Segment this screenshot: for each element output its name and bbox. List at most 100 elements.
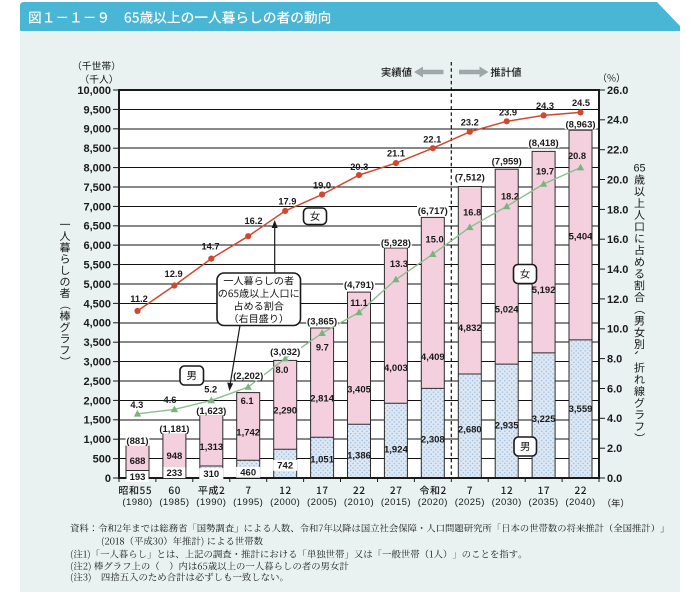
svg-text:8.0: 8.0 [276, 365, 289, 375]
svg-text:4.3: 4.3 [130, 400, 143, 410]
svg-text:(881): (881) [126, 436, 148, 447]
svg-text:(2005): (2005) [307, 497, 337, 508]
svg-text:(1,181): (1,181) [159, 424, 189, 435]
svg-text:17.9: 17.9 [278, 196, 296, 206]
svg-text:20.8: 20.8 [568, 151, 586, 161]
svg-text:12.0: 12.0 [607, 294, 628, 306]
svg-text:24.5: 24.5 [572, 98, 590, 108]
svg-text:2,290: 2,290 [273, 405, 297, 416]
svg-text:8,000: 8,000 [83, 163, 111, 175]
svg-text:(2040): (2040) [565, 497, 595, 508]
svg-text:14.0: 14.0 [607, 264, 628, 276]
svg-text:22.0: 22.0 [607, 145, 628, 157]
svg-text:4,000: 4,000 [83, 318, 111, 330]
svg-text:1,051: 1,051 [310, 455, 334, 466]
svg-text:(2025): (2025) [455, 497, 485, 508]
svg-text:18.0: 18.0 [607, 204, 628, 216]
svg-text:2,814: 2,814 [310, 393, 334, 404]
svg-text:5.2: 5.2 [204, 385, 217, 395]
svg-text:1,500: 1,500 [83, 415, 111, 427]
svg-text:(2,202): (2,202) [233, 371, 263, 382]
svg-text:65: 65 [633, 162, 645, 174]
svg-text:3,405: 3,405 [347, 384, 371, 395]
svg-text:(8,963): (8,963) [565, 120, 595, 131]
svg-text:(3,032): (3,032) [270, 347, 300, 358]
svg-text:13.3: 13.3 [390, 259, 408, 269]
svg-text:(7,959): (7,959) [492, 157, 522, 168]
svg-text:3,000: 3,000 [83, 357, 111, 369]
svg-text:16.0: 16.0 [607, 234, 628, 246]
svg-text:3,559: 3,559 [569, 404, 593, 415]
svg-text:11.1: 11.1 [350, 298, 368, 308]
svg-text:(2015): (2015) [381, 497, 411, 508]
svg-text:20.3: 20.3 [350, 162, 368, 172]
svg-text:4,409: 4,409 [421, 352, 445, 363]
svg-text:2,935: 2,935 [495, 420, 519, 431]
svg-text:9,500: 9,500 [83, 104, 111, 116]
svg-text:20.0: 20.0 [607, 174, 628, 186]
svg-text:5,192: 5,192 [532, 285, 556, 296]
svg-text:9,000: 9,000 [83, 124, 111, 136]
svg-text:(3,865): (3,865) [307, 317, 337, 328]
svg-text:6,500: 6,500 [83, 221, 111, 233]
svg-text:10.0: 10.0 [607, 324, 628, 336]
svg-text:2,000: 2,000 [83, 395, 111, 407]
svg-text:5,500: 5,500 [83, 260, 111, 272]
svg-text:(2020): (2020) [418, 497, 448, 508]
svg-text:6.1: 6.1 [241, 396, 254, 406]
svg-text:19.7: 19.7 [536, 167, 554, 177]
svg-text:4,003: 4,003 [384, 363, 408, 374]
svg-text:5,024: 5,024 [495, 305, 519, 316]
svg-text:22.1: 22.1 [423, 134, 441, 144]
svg-text:7,000: 7,000 [83, 201, 111, 213]
svg-text:8.0: 8.0 [607, 354, 622, 366]
svg-text:2,308: 2,308 [421, 434, 445, 445]
svg-text:15.0: 15.0 [426, 234, 444, 244]
svg-text:16.8: 16.8 [463, 207, 481, 217]
svg-text:9.7: 9.7 [316, 342, 329, 352]
svg-text:24.3: 24.3 [536, 101, 554, 111]
svg-text:0.0: 0.0 [607, 473, 622, 485]
svg-text:1,742: 1,742 [236, 428, 260, 439]
svg-text:(1995): (1995) [233, 497, 263, 508]
svg-text:2,680: 2,680 [458, 424, 482, 435]
svg-text:1,313: 1,313 [199, 442, 223, 453]
svg-text:460: 460 [240, 468, 256, 479]
svg-text:24.0: 24.0 [607, 115, 628, 127]
svg-text:0: 0 [105, 473, 111, 485]
svg-text:16.2: 16.2 [244, 216, 262, 226]
svg-text:(1985): (1985) [159, 497, 189, 508]
svg-text:1,924: 1,924 [384, 444, 408, 455]
svg-text:6,000: 6,000 [83, 240, 111, 252]
svg-text:10,000: 10,000 [77, 85, 111, 97]
svg-text:14.7: 14.7 [201, 241, 219, 251]
svg-text:19.0: 19.0 [313, 181, 331, 191]
svg-text:742: 742 [277, 461, 293, 472]
svg-text:688: 688 [130, 456, 146, 467]
svg-text:2,500: 2,500 [83, 376, 111, 388]
svg-text:(2035): (2035) [529, 497, 559, 508]
svg-text:4,832: 4,832 [458, 323, 482, 334]
svg-text:11.2: 11.2 [130, 294, 148, 304]
svg-text:1,386: 1,386 [347, 450, 371, 461]
svg-text:12.9: 12.9 [165, 269, 183, 279]
svg-text:3,500: 3,500 [83, 337, 111, 349]
svg-text:4,500: 4,500 [83, 298, 111, 310]
svg-text:(1980): (1980) [122, 497, 152, 508]
svg-text:(1,623): (1,623) [196, 406, 226, 417]
svg-text:5,000: 5,000 [83, 279, 111, 291]
svg-text:5,404: 5,404 [569, 232, 593, 243]
svg-text:(2010): (2010) [344, 497, 374, 508]
svg-text:(1990): (1990) [196, 497, 226, 508]
svg-text:310: 310 [203, 469, 219, 480]
svg-text:4.0: 4.0 [607, 413, 622, 425]
svg-text:1,000: 1,000 [83, 434, 111, 446]
svg-text:2.0: 2.0 [607, 443, 622, 455]
svg-text:233: 233 [166, 468, 182, 479]
svg-text:(5,928): (5,928) [381, 238, 411, 249]
svg-text:23.2: 23.2 [461, 118, 479, 128]
svg-text:3,225: 3,225 [532, 414, 556, 425]
svg-text:8,500: 8,500 [83, 143, 111, 155]
svg-text:(7,512): (7,512) [455, 173, 485, 184]
svg-text:(4,791): (4,791) [344, 280, 374, 291]
